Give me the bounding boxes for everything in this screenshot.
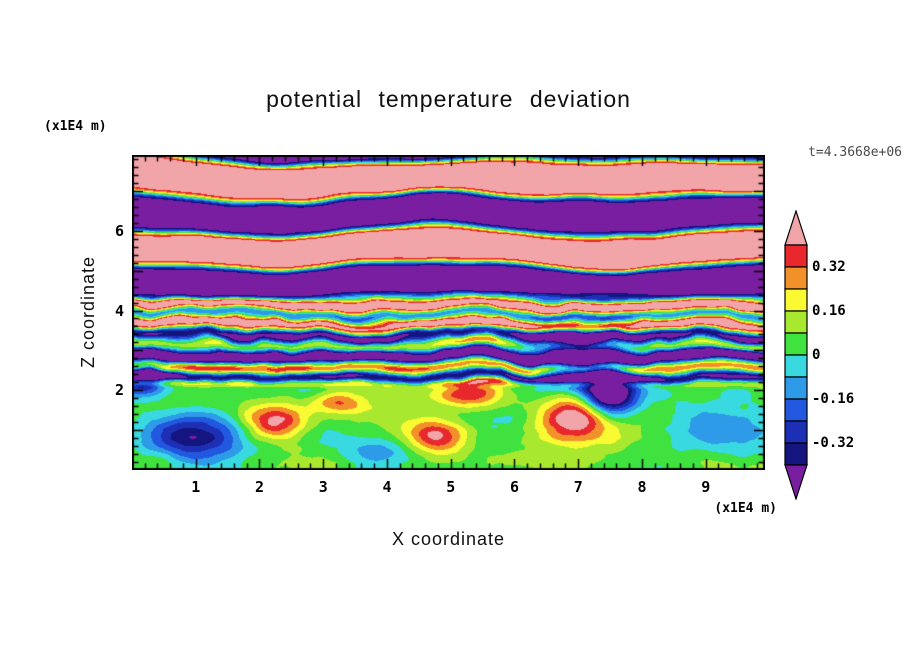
x-axis-title: X coordinate [391,529,506,549]
contour-field-canvas [132,155,765,470]
colorbar-tick-label: -0.32 [812,435,855,451]
plot-area [132,155,765,470]
colorbar-segment [784,442,808,466]
colorbar-segment [784,420,808,444]
x-axis-unit-label: (x1E4 m) [714,501,777,516]
colorbar-segment [784,244,808,268]
colorbar-segment [784,376,808,400]
colorbar-segment [784,354,808,378]
x-tick-label: 8 [637,478,647,496]
colorbar-segment [784,332,808,356]
x-tick-label: 1 [191,478,201,496]
colorbar [784,210,808,500]
colorbar-over-arrow [784,210,808,246]
x-tick-label: 9 [701,478,711,496]
colorbar-tick-label: -0.16 [812,391,855,407]
colorbar-segment [784,266,808,290]
colorbar-tick-label: 0.32 [812,259,846,275]
colorbar-segment [784,310,808,334]
z-tick-label: 6 [114,221,124,240]
x-tick-label: 3 [318,478,328,496]
colorbar-segment [784,288,808,312]
x-tick-label: 4 [382,478,392,496]
plot-title: potential temperature deviation [266,86,631,112]
x-tick-label: 6 [509,478,519,496]
z-axis-unit-label: (x1E4 m) [44,119,107,134]
time-annotation: t=4.3668e+06 [808,145,902,160]
colorbar-tick-label: 0.16 [812,303,846,319]
colorbar-segment [784,398,808,422]
z-tick-label: 2 [114,381,124,400]
x-tick-label: 7 [573,478,583,496]
x-tick-label: 2 [254,478,264,496]
z-tick-label: 4 [114,301,124,320]
x-tick-label: 5 [446,478,456,496]
colorbar-under-arrow [784,464,808,500]
colorbar-tick-label: 0 [812,347,821,363]
